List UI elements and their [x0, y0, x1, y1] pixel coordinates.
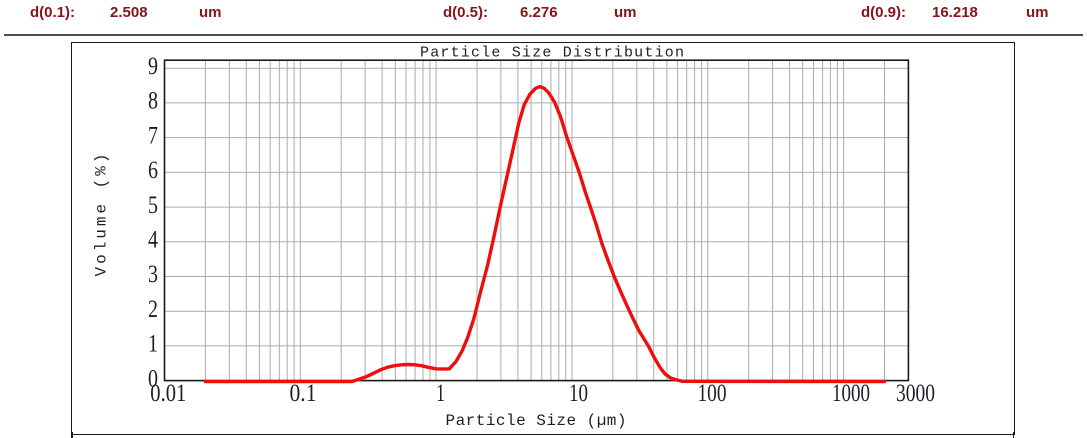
svg-text:7: 7	[148, 122, 158, 149]
svg-text:Particle Size (µm): Particle Size (µm)	[446, 412, 627, 430]
svg-text:3000: 3000	[896, 380, 935, 407]
svg-text:100: 100	[698, 380, 727, 407]
svg-text:Particle Size Distribution: Particle Size Distribution	[420, 45, 684, 62]
svg-text:9: 9	[148, 53, 158, 80]
svg-text:4: 4	[148, 227, 158, 254]
svg-text:6: 6	[148, 157, 158, 184]
svg-text:8: 8	[148, 88, 158, 115]
svg-text:1: 1	[436, 380, 445, 407]
svg-text:5: 5	[148, 192, 158, 219]
svg-text:0: 0	[148, 365, 158, 392]
svg-text:2: 2	[148, 296, 158, 323]
svg-text:0.01: 0.01	[150, 380, 186, 407]
svg-text:1000: 1000	[832, 380, 870, 407]
svg-text:10: 10	[569, 380, 588, 407]
svg-text:3: 3	[148, 261, 158, 288]
svg-text:1: 1	[148, 331, 158, 358]
svg-text:0.1: 0.1	[290, 380, 317, 407]
svg-text:Volume (%): Volume (%)	[93, 154, 111, 277]
